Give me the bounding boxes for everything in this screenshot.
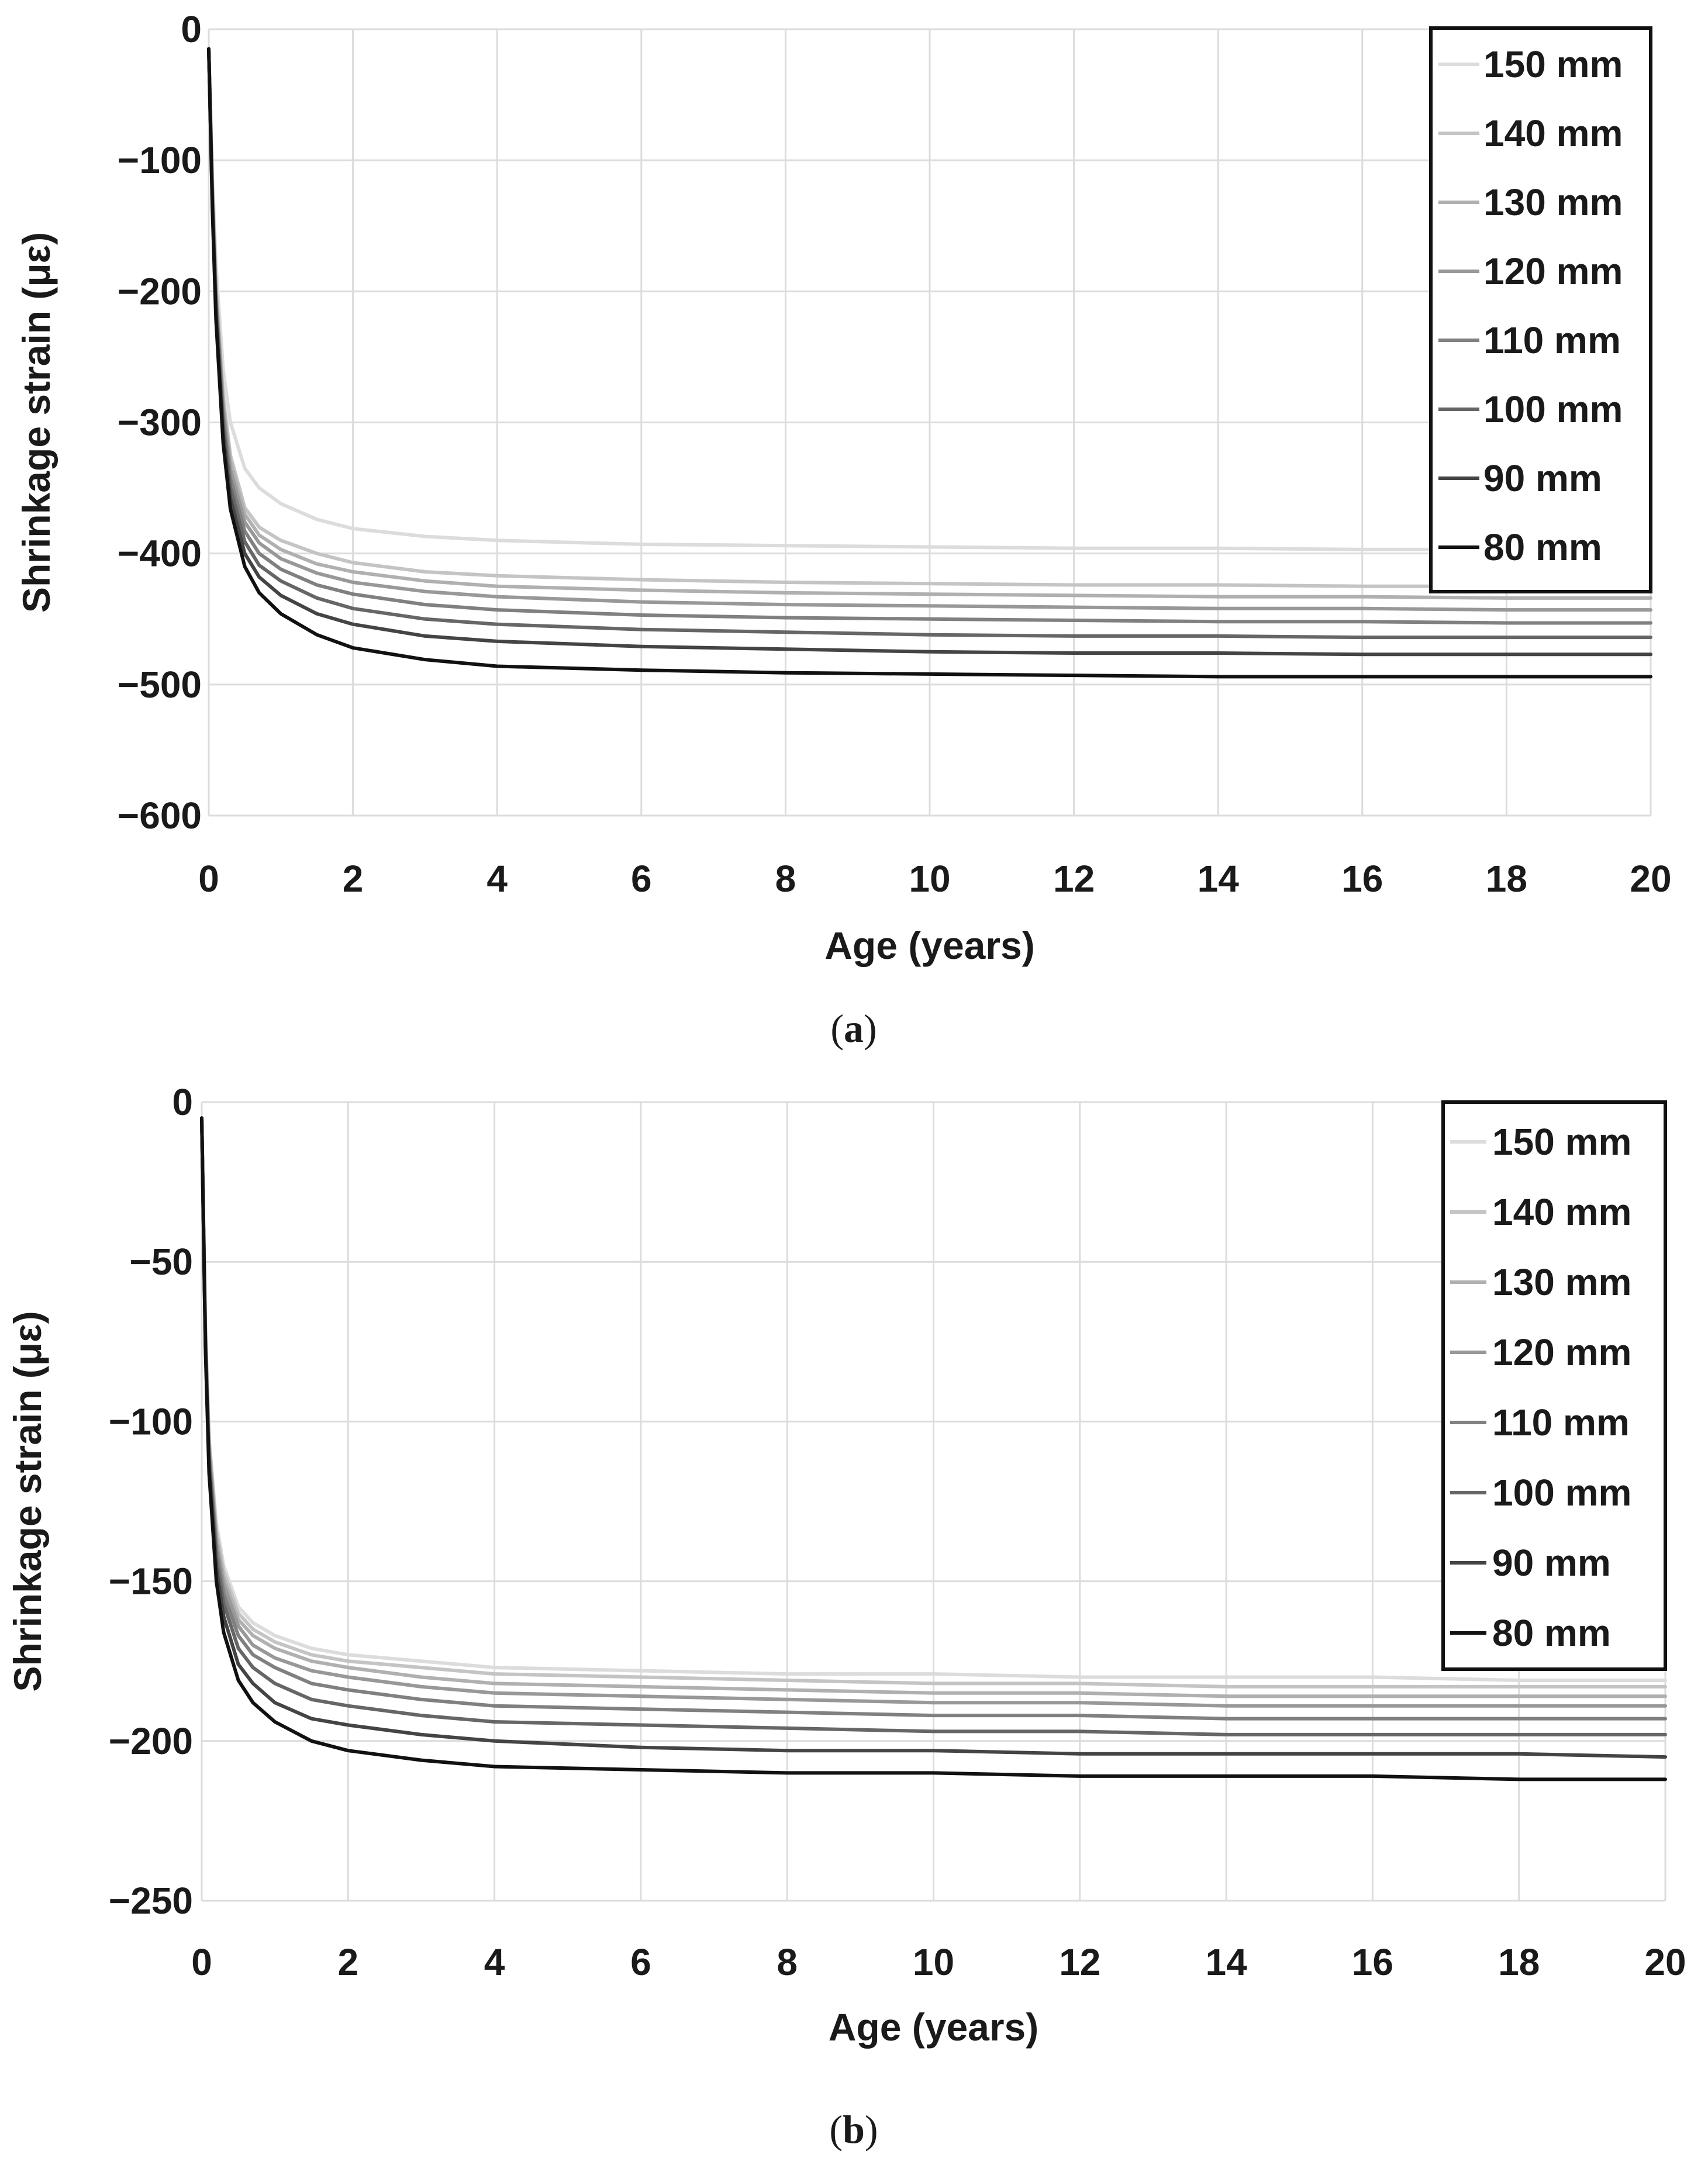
x-axis-title: Age (years) xyxy=(824,924,1035,967)
y-axis-title: Shrinkage strain (με) xyxy=(15,232,58,613)
legend-label: 140 mm xyxy=(1483,112,1623,154)
y-tick-label: −250 xyxy=(109,1880,193,1922)
x-tick-label: 12 xyxy=(1059,1941,1100,1983)
legend-label: 150 mm xyxy=(1492,1121,1631,1163)
y-tick-label: −200 xyxy=(109,1720,193,1762)
legend-label: 120 mm xyxy=(1492,1331,1631,1373)
x-tick-label: 16 xyxy=(1341,858,1383,900)
y-axis-title: Shrinkage strain (με) xyxy=(6,1311,49,1691)
legend-label: 80 mm xyxy=(1483,526,1602,568)
series-line-80-mm xyxy=(200,1116,1667,1781)
y-tick-label: −300 xyxy=(118,402,202,444)
y-tick-label: −500 xyxy=(118,664,202,706)
panel-caption-a: (a) xyxy=(830,1006,877,1051)
legend-label: 150 mm xyxy=(1483,43,1623,85)
x-tick-label: 16 xyxy=(1352,1941,1393,1983)
legend-label: 100 mm xyxy=(1492,1472,1631,1514)
x-tick-label: 0 xyxy=(198,858,219,900)
x-tick-label: 14 xyxy=(1206,1941,1248,1983)
legend-label: 130 mm xyxy=(1492,1261,1631,1303)
legend-box xyxy=(1441,1100,1667,1671)
x-tick-label: 8 xyxy=(777,1941,798,1983)
legend-label: 110 mm xyxy=(1483,319,1621,361)
x-tick-label: 20 xyxy=(1630,858,1671,900)
y-tick-label: −400 xyxy=(118,533,202,575)
legend-label: 120 mm xyxy=(1483,250,1623,292)
x-tick-label: 2 xyxy=(343,858,364,900)
chart-panel-a: 0 2 4 6 8 10 12 14 16 18 20 0 −100 −200 −300 −400 −500 −6… xyxy=(15,8,1672,967)
x-tick-label: 6 xyxy=(630,1941,651,1983)
legend-label: 140 mm xyxy=(1492,1191,1631,1233)
y-tick-label: −50 xyxy=(129,1241,193,1283)
chart-panel-b: 0 2 4 6 8 10 12 14 16 18 20 0 −50 −100 −150 −200 −250 Age… xyxy=(6,1081,1686,2049)
y-tick-label: −600 xyxy=(118,795,202,837)
x-tick-label: 10 xyxy=(909,858,950,900)
y-tick-label: −200 xyxy=(118,270,202,312)
legend-label: 110 mm xyxy=(1492,1401,1630,1444)
legend-label: 80 mm xyxy=(1492,1612,1611,1654)
y-tick-label: 0 xyxy=(172,1081,193,1123)
panel-caption-b: (b) xyxy=(829,2107,878,2152)
x-tick-label: 4 xyxy=(484,1941,505,1983)
legend-label: 100 mm xyxy=(1483,388,1623,430)
panel-caption-b-letter: b xyxy=(843,2107,865,2152)
x-tick-label: 8 xyxy=(775,858,796,900)
y-tick-label: 0 xyxy=(181,8,202,50)
x-tick-label: 18 xyxy=(1498,1941,1540,1983)
series-line-80-mm xyxy=(207,47,1652,679)
y-tick-label: −100 xyxy=(109,1400,193,1442)
x-tick-label: 20 xyxy=(1644,1941,1686,1983)
x-tick-label: 6 xyxy=(631,858,652,900)
series-line-150-mm xyxy=(207,47,1652,553)
legend-label: 90 mm xyxy=(1492,1542,1611,1584)
panel-caption-a-letter: a xyxy=(844,1006,864,1051)
x-axis-title: Age (years) xyxy=(829,2005,1039,2049)
x-tick-label: 10 xyxy=(913,1941,954,1983)
x-tick-label: 2 xyxy=(338,1941,359,1983)
legend-label: 130 mm xyxy=(1483,181,1623,223)
x-tick-label: 18 xyxy=(1486,858,1527,900)
legend-box xyxy=(1429,26,1652,593)
x-tick-label: 0 xyxy=(191,1941,212,1983)
y-tick-label: −100 xyxy=(118,139,202,181)
x-tick-label: 12 xyxy=(1053,858,1095,900)
y-tick-label: −150 xyxy=(109,1560,193,1603)
legend-label: 90 mm xyxy=(1483,457,1602,499)
x-tick-label: 14 xyxy=(1198,858,1240,900)
x-tick-label: 4 xyxy=(486,858,508,900)
